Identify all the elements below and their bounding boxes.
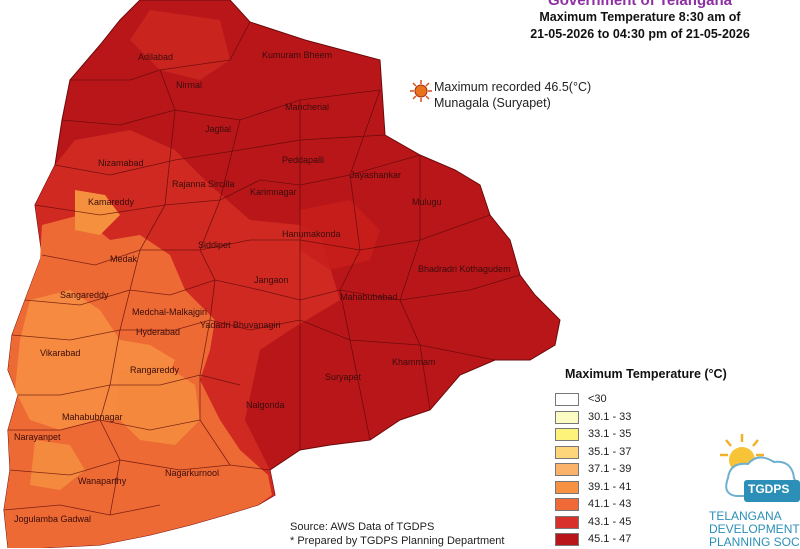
district-label: Khammam — [392, 357, 436, 367]
district-label: Kumuram Bheem — [262, 50, 332, 60]
sun-cloud-logo-icon — [720, 434, 800, 502]
district-label: Medak — [110, 254, 138, 264]
logo-org-line2: DEVELOPMENT — [709, 522, 800, 536]
logo-acronym: TGDPS — [748, 482, 790, 496]
logo-org-line1: TELANGANA — [709, 509, 782, 523]
tgdps-logo: TGDPS TELANGANA DEVELOPMENT PLANNING SOC — [700, 430, 800, 548]
prepared-by-line: * Prepared by TGDPS Planning Department — [290, 535, 505, 547]
district-labels: Adilabad Kumuram Bheem Nirmal Mancherial… — [14, 50, 511, 524]
legend-swatch — [555, 428, 579, 441]
district-label: Nirmal — [176, 80, 202, 90]
district-label: Vikarabad — [40, 348, 80, 358]
district-label: Bhadradri Kothagudem — [418, 264, 511, 274]
legend-swatch — [555, 463, 579, 476]
district-boundaries — [3, 21, 521, 516]
legend-title: Maximum Temperature (°C) — [565, 367, 727, 381]
temp-zone-39-41-c — [75, 190, 120, 235]
legend-label: 45.1 - 47 — [588, 533, 632, 545]
header-subtitle-line1: Maximum Temperature 8:30 am of — [539, 10, 741, 24]
max-recorded-value: Maximum recorded 46.5(°C) — [434, 80, 592, 94]
district-label: Wanaparthy — [78, 476, 127, 486]
district-label: Adilabad — [138, 52, 173, 62]
district-label: Karimnagar — [250, 187, 297, 197]
legend-label: 37.1 - 39 — [588, 463, 632, 475]
district-label: Nagarkurnool — [165, 468, 219, 478]
legend-label: 35.1 - 37 — [588, 445, 632, 458]
district-label: Nizamabad — [98, 158, 144, 168]
district-label: Mahabubabad — [340, 292, 398, 302]
district-label: Rangareddy — [130, 365, 180, 375]
district-label: Narayanpet — [14, 432, 61, 442]
legend-swatch — [555, 410, 579, 424]
source-line: Source: AWS Data of TGDPS — [290, 521, 435, 533]
district-label: Mancherial — [285, 102, 329, 112]
legend-swatch — [555, 445, 579, 459]
district-label: Jogulamba Gadwal — [14, 514, 91, 524]
sun-marker-icon — [410, 80, 432, 102]
header-title: Government of Telangana — [548, 0, 732, 9]
district-label: Yadadri Bhuvanagiri — [200, 320, 280, 330]
district-label: Hyderabad — [136, 327, 180, 337]
district-label: Jagtial — [205, 124, 231, 134]
legend-label: 43.1 - 45 — [588, 515, 632, 528]
district-label: Peddapalli — [282, 155, 324, 165]
district-label: Sangareddy — [60, 290, 109, 300]
legend-label: 41.1 - 43 — [588, 498, 632, 510]
map-header: Government of Telangana Maximum Temperat… — [480, 0, 800, 43]
legend-label: 33.1 - 35 — [588, 428, 632, 440]
legend-label: <30 — [588, 393, 607, 405]
legend-swatch — [555, 393, 579, 406]
district-label: Siddipet — [198, 240, 231, 250]
district-label: Hanumakonda — [282, 229, 341, 239]
district-label: Rajanna Sircilla — [172, 179, 235, 189]
legend-swatch — [555, 515, 579, 529]
temp-zone-43-45-north — [130, 10, 230, 80]
district-label: Mulugu — [412, 197, 442, 207]
district-label: Jangaon — [254, 275, 289, 285]
max-recorded-location: Munagala (Suryapet) — [434, 96, 551, 110]
district-label: Mahabubnagar — [62, 412, 123, 422]
legend-label: 39.1 - 41 — [588, 480, 632, 493]
district-label: Suryapet — [325, 372, 362, 382]
temp-zone-43-45-east — [300, 200, 380, 270]
temp-zone-39-41-d — [30, 440, 85, 490]
district-label: Jayashankar — [350, 170, 401, 180]
legend-label: 30.1 - 33 — [588, 410, 632, 423]
district-label: Medchal-Malkajgiri — [132, 307, 207, 317]
legend-swatch — [555, 498, 579, 511]
district-label: Kamareddy — [88, 197, 135, 207]
logo-org-line3: PLANNING SOC — [709, 535, 800, 549]
legend-swatch — [555, 480, 579, 494]
source-note: Source: AWS Data of TGDPS * Prepared by … — [290, 520, 504, 548]
district-label: Nalgonda — [246, 400, 285, 410]
legend: Maximum Temperature (°C) <30 30.1 - 33 33.… — [555, 367, 727, 546]
header-subtitle-line2: 21-05-2026 to 04:30 pm of 21-05-2026 — [530, 27, 750, 41]
legend-swatch — [555, 533, 579, 546]
